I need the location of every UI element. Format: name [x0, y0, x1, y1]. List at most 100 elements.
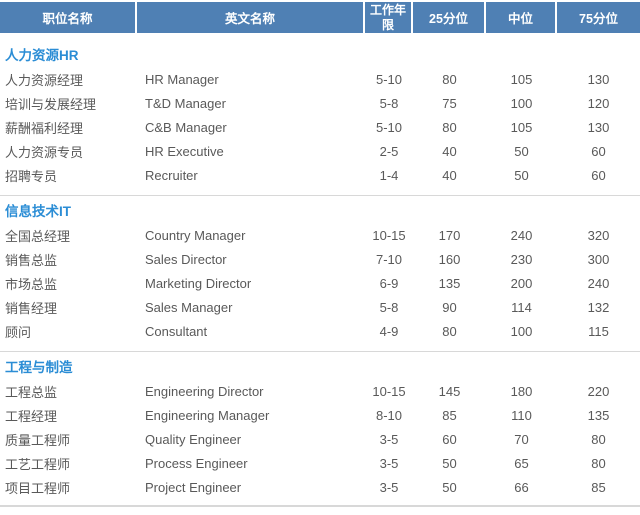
cell-25th-percentile: 135: [438, 275, 461, 291]
cell-25th-percentile: 80: [442, 119, 457, 135]
cell-position-name: 销售总监: [5, 252, 58, 268]
cell-median: 110: [511, 407, 532, 423]
section-title: 工程与制造: [5, 360, 73, 375]
table-row: 工艺工程师 Process Engineer 3-5 50 65 80: [0, 451, 640, 475]
table-row: 人力资源专员 HR Executive 2-5 40 50 60: [0, 139, 640, 163]
cell-75th-percentile: 130: [587, 71, 610, 87]
cell-75th-percentile: 320: [587, 227, 610, 243]
cell-english-name: Sales Manager: [145, 299, 233, 315]
cell-median: 240: [510, 227, 533, 243]
header-75th-percentile: 75分位: [557, 2, 640, 33]
cell-work-years: 4-9: [379, 323, 399, 339]
cell-work-years: 5-10: [375, 71, 403, 87]
cell-75th-percentile: 115: [588, 323, 609, 339]
cell-english-name: T&D Manager: [145, 95, 226, 111]
cell-position-name: 工程经理: [5, 408, 58, 424]
header-position-name: 职位名称: [0, 2, 137, 33]
cell-english-name: Quality Engineer: [145, 431, 242, 447]
table-section: 工程与制造 工程总监 Engineering Director 10-15 14…: [0, 351, 640, 499]
cell-english-name: Consultant: [145, 323, 208, 339]
cell-work-years: 5-8: [379, 95, 399, 111]
cell-25th-percentile: 75: [442, 95, 457, 111]
table-row: 全国总经理 Country Manager 10-15 170 240 320: [0, 223, 640, 247]
table-body: 人力资源HR 人力资源经理 HR Manager 5-10 80 105 130…: [0, 45, 640, 499]
table-row: 销售经理 Sales Manager 5-8 90 114 132: [0, 295, 640, 319]
cell-position-name: 培训与发展经理: [5, 96, 97, 112]
table-row: 培训与发展经理 T&D Manager 5-8 75 100 120: [0, 91, 640, 115]
cell-position-name: 顾问: [5, 324, 32, 340]
cell-75th-percentile: 240: [587, 275, 610, 291]
cell-75th-percentile: 80: [591, 455, 606, 471]
cell-english-name: Marketing Director: [145, 275, 252, 291]
cell-median: 230: [510, 251, 533, 267]
cell-work-years: 3-5: [379, 479, 399, 495]
bottom-divider: [0, 505, 640, 507]
cell-median: 100: [510, 323, 533, 339]
cell-work-years: 8-10: [375, 407, 403, 423]
cell-position-name: 薪酬福利经理: [5, 120, 84, 136]
cell-median: 105: [510, 119, 533, 135]
cell-25th-percentile: 40: [442, 143, 457, 159]
cell-25th-percentile: 145: [438, 383, 461, 399]
cell-english-name: Sales Director: [145, 251, 227, 267]
cell-english-name: Country Manager: [145, 227, 246, 243]
cell-english-name: Engineering Director: [145, 383, 264, 399]
cell-work-years: 3-5: [379, 431, 399, 447]
cell-25th-percentile: 80: [442, 323, 457, 339]
table-row: 工程总监 Engineering Director 10-15 145 180 …: [0, 379, 640, 403]
cell-75th-percentile: 135: [587, 407, 610, 423]
section-rows: 全国总经理 Country Manager 10-15 170 240 320 …: [0, 223, 640, 343]
cell-position-name: 质量工程师: [5, 432, 71, 448]
table-row: 薪酬福利经理 C&B Manager 5-10 80 105 130: [0, 115, 640, 139]
table-section: 人力资源HR 人力资源经理 HR Manager 5-10 80 105 130…: [0, 45, 640, 187]
cell-work-years: 5-10: [375, 119, 403, 135]
cell-work-years: 10-15: [372, 383, 406, 399]
cell-75th-percentile: 85: [591, 479, 606, 495]
section-rows: 工程总监 Engineering Director 10-15 145 180 …: [0, 379, 640, 499]
cell-median: 105: [510, 71, 533, 87]
header-english-name: 英文名称: [137, 2, 365, 33]
table-row: 工程经理 Engineering Manager 8-10 85 110 135: [0, 403, 640, 427]
cell-25th-percentile: 90: [442, 299, 457, 315]
table-row: 销售总监 Sales Director 7-10 160 230 300: [0, 247, 640, 271]
cell-english-name: HR Executive: [145, 143, 224, 159]
cell-english-name: Process Engineer: [145, 455, 248, 471]
cell-25th-percentile: 40: [442, 167, 457, 183]
cell-work-years: 1-4: [379, 167, 399, 183]
table-row: 质量工程师 Quality Engineer 3-5 60 70 80: [0, 427, 640, 451]
table-header-row: 职位名称 英文名称 工作年限 25分位 中位 75分位: [0, 2, 640, 33]
table-row: 市场总监 Marketing Director 6-9 135 200 240: [0, 271, 640, 295]
table-row: 顾问 Consultant 4-9 80 100 115: [0, 319, 640, 343]
cell-75th-percentile: 120: [587, 95, 610, 111]
cell-75th-percentile: 132: [587, 299, 610, 315]
cell-median: 65: [514, 455, 529, 471]
cell-position-name: 人力资源专员: [5, 144, 84, 160]
cell-25th-percentile: 170: [438, 227, 461, 243]
table-row: 人力资源经理 HR Manager 5-10 80 105 130: [0, 67, 640, 91]
cell-position-name: 工程总监: [5, 384, 58, 400]
cell-median: 70: [514, 431, 529, 447]
cell-english-name: HR Manager: [145, 71, 219, 87]
header-median: 中位: [486, 2, 557, 33]
cell-median: 114: [511, 299, 532, 315]
cell-25th-percentile: 50: [442, 479, 457, 495]
cell-position-name: 工艺工程师: [5, 456, 71, 472]
cell-work-years: 5-8: [379, 299, 399, 315]
cell-75th-percentile: 60: [591, 143, 606, 159]
section-title: 人力资源HR: [5, 48, 79, 63]
cell-english-name: Recruiter: [145, 167, 198, 183]
table-row: 招聘专员 Recruiter 1-4 40 50 60: [0, 163, 640, 187]
cell-median: 200: [510, 275, 533, 291]
cell-work-years: 10-15: [372, 227, 406, 243]
cell-work-years: 7-10: [375, 251, 403, 267]
cell-english-name: C&B Manager: [145, 119, 227, 135]
cell-75th-percentile: 220: [587, 383, 610, 399]
cell-median: 100: [510, 95, 533, 111]
cell-median: 66: [514, 479, 529, 495]
cell-median: 180: [510, 383, 533, 399]
header-work-years: 工作年限: [365, 2, 413, 33]
cell-work-years: 2-5: [379, 143, 399, 159]
cell-position-name: 销售经理: [5, 300, 58, 316]
cell-25th-percentile: 85: [442, 407, 457, 423]
cell-25th-percentile: 60: [442, 431, 457, 447]
